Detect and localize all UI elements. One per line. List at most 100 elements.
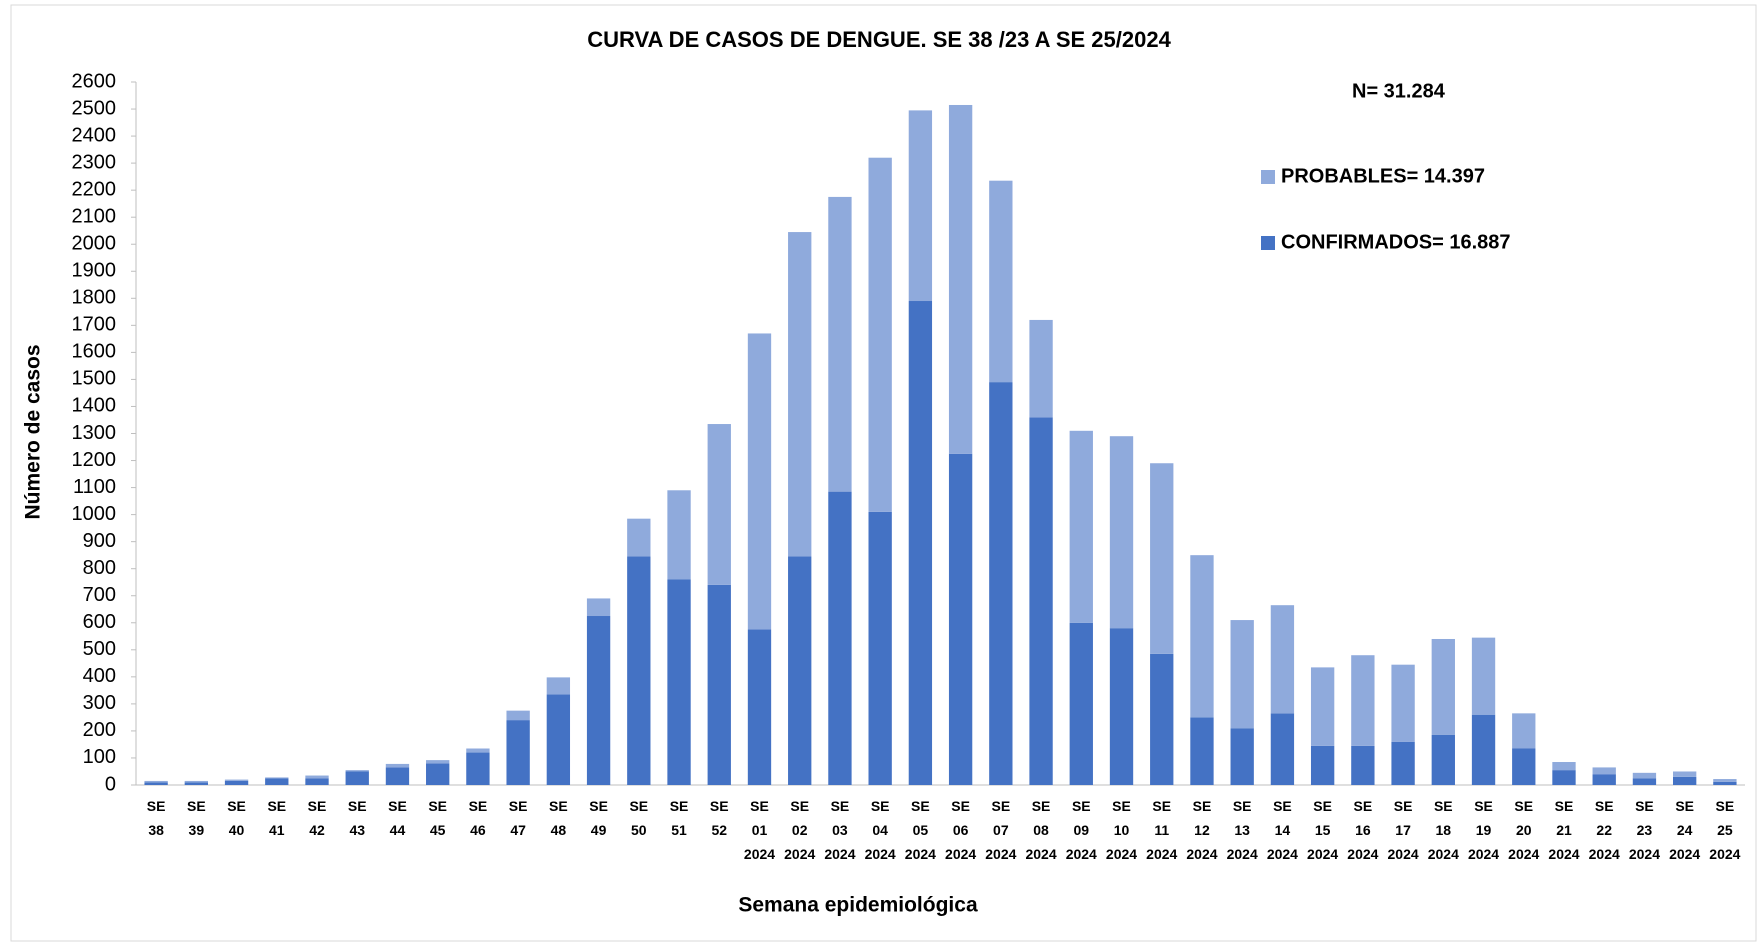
- x-tick-label: SE 41: [267, 798, 286, 838]
- y-tick-label: 500: [83, 638, 116, 660]
- y-tick-label: 1200: [72, 449, 117, 471]
- x-tick-label: SE 09 2024: [1066, 798, 1097, 862]
- x-tick-label: SE 15 2024: [1307, 798, 1338, 862]
- y-tick-label: 800: [83, 557, 116, 579]
- bar-segment: [788, 232, 812, 557]
- bar-segment: [426, 760, 450, 764]
- bar-segment: [989, 180, 1013, 383]
- legend-swatch: [1261, 236, 1275, 250]
- bar-segment: [828, 196, 852, 492]
- x-tick-label: SE 06 2024: [945, 798, 976, 862]
- y-tick-label: 900: [83, 530, 116, 552]
- bar-segment: [586, 598, 611, 617]
- bar-segment: [1029, 319, 1053, 418]
- bar-segment: [1109, 436, 1134, 629]
- y-tick-label: 300: [83, 692, 116, 714]
- y-tick-label: 1500: [72, 368, 117, 390]
- y-tick-label: 2600: [72, 70, 117, 92]
- bar-segment: [1552, 770, 1576, 785]
- bar-segment: [1069, 622, 1093, 785]
- x-tick-label: SE 11 2024: [1146, 798, 1177, 862]
- y-axis-title: Número de casos: [22, 344, 45, 519]
- x-tick-label: SE 14 2024: [1267, 798, 1298, 862]
- bar-segment: [1632, 772, 1657, 779]
- bar-segment: [1109, 628, 1134, 785]
- bar-segment: [948, 104, 973, 454]
- y-tick-label: 700: [83, 584, 116, 606]
- bar-segment: [1190, 555, 1214, 718]
- y-tick-label: 600: [83, 611, 116, 633]
- y-tick-label: 1000: [72, 503, 117, 525]
- bar-segment: [305, 778, 329, 785]
- bar-segment: [1150, 463, 1174, 654]
- y-tick-label: 0: [105, 773, 116, 795]
- y-tick-label: 200: [83, 719, 116, 741]
- y-tick-label: 100: [83, 746, 116, 768]
- annotation: N= 31.284: [1352, 80, 1446, 102]
- x-tick-label: SE 10 2024: [1106, 798, 1137, 862]
- bar-segment: [868, 511, 892, 785]
- y-tick-label: 2200: [72, 178, 117, 200]
- bar-segment: [868, 157, 892, 512]
- bar-segment: [1552, 762, 1576, 771]
- bar-segment: [426, 763, 450, 785]
- bar-segment: [265, 777, 289, 779]
- bar-segment: [989, 382, 1013, 785]
- bar-segment: [908, 110, 933, 302]
- bar-segment: [224, 779, 249, 781]
- bar-segment: [184, 782, 209, 785]
- bar-segment: [184, 780, 209, 783]
- x-tick-label: SE 03 2024: [824, 798, 855, 862]
- x-tick-label: SE 46: [469, 798, 488, 838]
- x-tick-label: SE 12 2024: [1186, 798, 1217, 862]
- bar-segment: [1069, 430, 1093, 623]
- chart-title: CURVA DE CASOS DE DENGUE. SE 38 /23 A SE…: [587, 27, 1171, 52]
- bar-segment: [224, 780, 249, 785]
- x-axis-title: Semana epidemiológica: [738, 894, 978, 917]
- bar-segment: [345, 770, 369, 772]
- bar-segment: [506, 720, 530, 785]
- x-tick-label: SE 38: [147, 798, 166, 838]
- bar-segment: [1310, 745, 1335, 785]
- bar-segment: [1391, 741, 1415, 785]
- x-tick-label: SE 19 2024: [1468, 798, 1499, 862]
- bar-segment: [1471, 714, 1496, 785]
- x-tick-label: SE 21 2024: [1548, 798, 1579, 862]
- x-tick-label: SE 25 2024: [1709, 798, 1740, 862]
- x-tick-label: SE 18 2024: [1428, 798, 1459, 862]
- y-tick-label: 1900: [72, 260, 117, 282]
- legend-label: PROBABLES= 14.397: [1281, 165, 1485, 187]
- y-tick-label: 400: [83, 665, 116, 687]
- x-tick-label: SE 07 2024: [985, 798, 1016, 862]
- bar-segment: [908, 301, 933, 785]
- bar-segment: [1270, 605, 1295, 714]
- x-tick-label: SE 39: [187, 798, 206, 838]
- x-tick-label: SE 43: [348, 798, 367, 838]
- bar-segment: [1713, 781, 1737, 785]
- bar-segment: [345, 771, 369, 785]
- bar-segment: [828, 491, 852, 785]
- bar-segment: [546, 677, 571, 695]
- x-tick-label: SE 05 2024: [905, 798, 936, 862]
- bar-segment: [948, 453, 973, 785]
- bar-segment: [627, 556, 651, 785]
- x-tick-label: SE 22 2024: [1589, 798, 1620, 862]
- bar-segment: [144, 780, 168, 783]
- x-tick-label: SE 13 2024: [1227, 798, 1258, 862]
- bar-segment: [1190, 717, 1214, 785]
- bar-segment: [1512, 713, 1536, 749]
- x-tick-label: SE 02 2024: [784, 798, 815, 862]
- bar-segment: [305, 775, 329, 779]
- x-tick-label: SE 40: [227, 798, 246, 838]
- y-tick-label: 2300: [72, 151, 117, 173]
- y-tick-label: 1100: [73, 476, 116, 498]
- bar-segment: [385, 763, 410, 768]
- bar-segment: [265, 778, 289, 785]
- bar-segment: [1672, 776, 1697, 785]
- x-tick-label: SE 42: [308, 798, 327, 838]
- bar-segment: [1351, 745, 1375, 785]
- bar-segment: [747, 333, 772, 630]
- bar-segment: [1150, 653, 1174, 785]
- bar-segment: [1672, 771, 1697, 777]
- bar-segment: [1230, 620, 1254, 729]
